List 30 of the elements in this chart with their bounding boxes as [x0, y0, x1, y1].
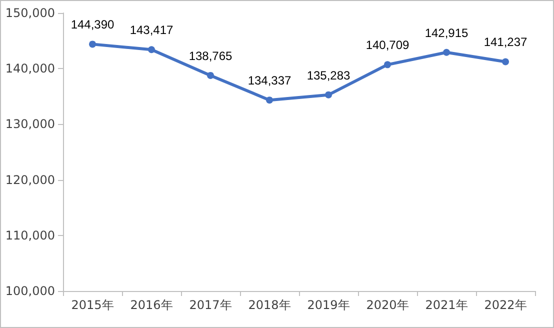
x-tick-label: 2021年 — [425, 298, 468, 312]
point — [502, 58, 509, 66]
x-tick-label: 2018年 — [248, 298, 291, 312]
data-label: 141,237 — [484, 35, 528, 50]
data-label: 138,765 — [188, 48, 233, 63]
data-label: 135,283 — [306, 68, 351, 82]
point — [325, 91, 332, 98]
point — [384, 61, 391, 68]
point — [443, 48, 450, 56]
point — [148, 46, 155, 54]
x-tick-label: 2019年 — [307, 298, 350, 312]
x-tick-label: 2017年 — [189, 298, 232, 312]
y-tick-label: 100,000 — [5, 284, 55, 298]
y-tick-label: 110,000 — [5, 228, 55, 242]
point — [89, 40, 96, 48]
data-label: 143,417 — [130, 23, 174, 38]
data-label: 144,390 — [70, 18, 115, 32]
x-tick-label: 2020年 — [366, 298, 409, 312]
y-tick-label: 130,000 — [5, 117, 55, 132]
x-tick-label: 2016年 — [130, 298, 173, 312]
data-label: 142,915 — [424, 26, 469, 40]
x-tick-label: 2022年 — [484, 298, 527, 312]
x-tick-label: 2015年 — [71, 298, 114, 312]
y-tick-label: 140,000 — [5, 62, 55, 76]
point — [266, 96, 273, 104]
y-tick-label: 120,000 — [5, 172, 55, 187]
data-label: 134,337 — [248, 74, 292, 88]
data-label: 140,709 — [366, 38, 410, 52]
y-tick-label: 150,000 — [5, 6, 55, 20]
point — [207, 72, 214, 79]
